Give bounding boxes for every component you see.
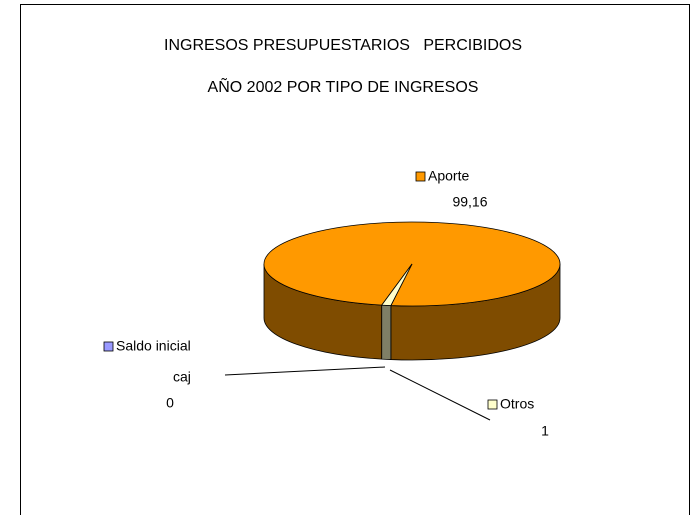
pie-tops bbox=[263, 221, 561, 307]
data-label-category: Saldo inicial bbox=[116, 338, 191, 354]
chart-subtitle: AÑO 2002 POR TIPO DE INGRESOS bbox=[208, 76, 479, 96]
data-label-category: caj bbox=[173, 369, 191, 385]
data-label-value: 99,16 bbox=[452, 194, 487, 210]
legend-key bbox=[487, 399, 498, 410]
data-label-value: 1 bbox=[541, 423, 549, 439]
leader-line bbox=[389, 369, 491, 421]
data-label-value: 0 bbox=[166, 395, 174, 411]
data-label-category: Otros bbox=[500, 396, 534, 412]
leader-line bbox=[224, 366, 386, 376]
pie-side bbox=[381, 304, 392, 360]
legend-key bbox=[103, 341, 114, 352]
chart-title: INGRESOS PRESUPUESTARIOS PERCIBIDOS bbox=[164, 37, 522, 54]
pie-slice bbox=[380, 263, 413, 306]
data-label-category: Aporte bbox=[428, 168, 469, 184]
legend-key bbox=[415, 171, 426, 182]
